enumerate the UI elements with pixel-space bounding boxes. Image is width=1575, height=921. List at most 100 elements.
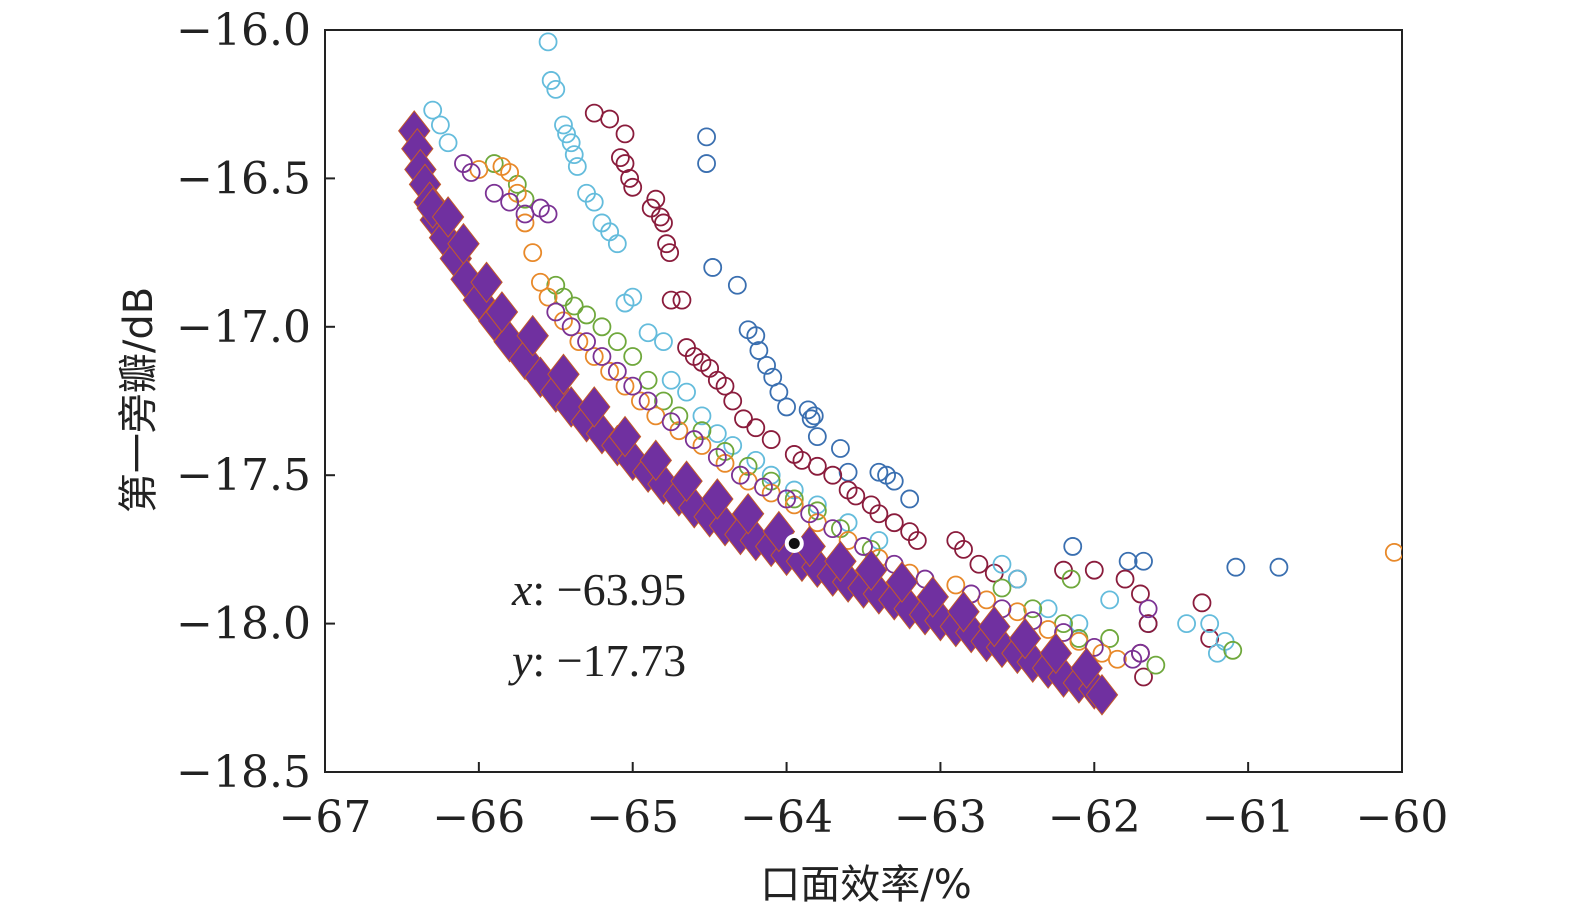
data-point: [946, 575, 966, 595]
x-tick-label: −61: [1202, 792, 1295, 843]
data-point: [538, 32, 558, 52]
data-point: [484, 183, 504, 203]
data-point: [578, 386, 611, 428]
data-point: [1054, 623, 1073, 642]
x-tick-label: −62: [1048, 792, 1141, 843]
x-axis-label: 口面效率/%: [760, 862, 971, 908]
data-point: [734, 409, 753, 429]
data-point: [523, 243, 543, 263]
data-point: [749, 341, 769, 360]
data-point: [577, 305, 596, 325]
data-point: [1138, 614, 1158, 633]
data-point: [1063, 537, 1083, 556]
data-point: [701, 478, 734, 520]
data-point: [838, 462, 858, 482]
data-point: [831, 439, 850, 458]
data-point: [661, 370, 681, 390]
data-point: [1007, 569, 1027, 589]
data-point: [661, 412, 681, 432]
data-point: [423, 100, 443, 120]
data-point: [715, 376, 735, 396]
data-point: [577, 332, 596, 352]
data-point: [592, 317, 612, 337]
data-point: [584, 103, 604, 123]
x-tick-label: −63: [894, 792, 987, 843]
data-point: [500, 163, 520, 182]
data-point: [900, 489, 920, 509]
data-point: [1084, 637, 1104, 657]
data-point: [807, 427, 827, 447]
data-point: [600, 361, 620, 381]
data-point: [547, 353, 580, 396]
data-point: [438, 133, 458, 153]
data-point: [1200, 629, 1220, 648]
tooltip-y-prefix: y: [508, 635, 533, 686]
data-point: [746, 418, 766, 438]
series-3: [484, 154, 1243, 675]
data-point: [623, 347, 643, 366]
data-point: [470, 261, 503, 304]
data-point: [1131, 643, 1150, 663]
x-tick-label: −67: [279, 792, 372, 843]
data-point: [1138, 599, 1158, 619]
data-point: [1192, 593, 1212, 613]
data-point: [461, 163, 481, 182]
data-point: [670, 460, 703, 502]
data-point: [654, 213, 673, 233]
data-point: [546, 79, 566, 99]
data-point: [823, 465, 843, 485]
data-point: [631, 391, 650, 411]
data-point: [801, 409, 821, 429]
data-point: [1107, 649, 1127, 669]
data-point: [769, 382, 789, 402]
plot-frame: [324, 29, 1403, 773]
data-point: [854, 549, 888, 591]
data-point: [1038, 599, 1058, 619]
data-point: [697, 127, 716, 147]
data-point: [723, 391, 743, 411]
data-point: [884, 471, 904, 491]
data-point: [1134, 551, 1153, 571]
data-point: [447, 222, 480, 265]
data-point: [569, 332, 589, 352]
data-point: [761, 430, 781, 449]
tooltip-x-line: x: −63.95: [511, 564, 686, 615]
data-point: [1200, 614, 1220, 633]
data-point: [824, 540, 857, 583]
data-point: [692, 406, 712, 426]
data-point: [731, 465, 750, 485]
data-point: [638, 391, 658, 411]
data-point: [784, 489, 804, 509]
data-point: [854, 537, 873, 556]
data-point: [916, 576, 949, 618]
data-point: [1226, 557, 1246, 577]
data-point: [654, 332, 673, 352]
data-point: [564, 145, 584, 165]
data-point: [485, 291, 519, 333]
data-point: [954, 540, 973, 559]
highlight-point[interactable]: [788, 537, 800, 549]
data-point: [615, 124, 635, 144]
data-point: [1115, 569, 1135, 589]
data-point: [654, 391, 673, 411]
data-point: [947, 590, 980, 633]
data-point: [623, 177, 643, 197]
data-point: [567, 157, 587, 176]
data-point: [884, 513, 904, 533]
y-tick-label: −18.5: [176, 747, 311, 798]
data-point: [798, 400, 818, 420]
data-point: [515, 213, 535, 233]
data-point: [697, 154, 716, 173]
tooltip-x-prefix: x: [511, 564, 533, 615]
y-tick-label: −16.5: [176, 153, 311, 204]
data-point: [907, 531, 927, 550]
data-point: [607, 234, 627, 254]
data-point: [777, 489, 796, 509]
data-point: [731, 492, 765, 535]
data-point: [978, 605, 1011, 648]
data-point: [1084, 560, 1104, 580]
data-point: [1177, 614, 1196, 633]
series-6: [398, 110, 1119, 716]
data-point: [546, 302, 566, 322]
data-point: [1134, 667, 1153, 687]
